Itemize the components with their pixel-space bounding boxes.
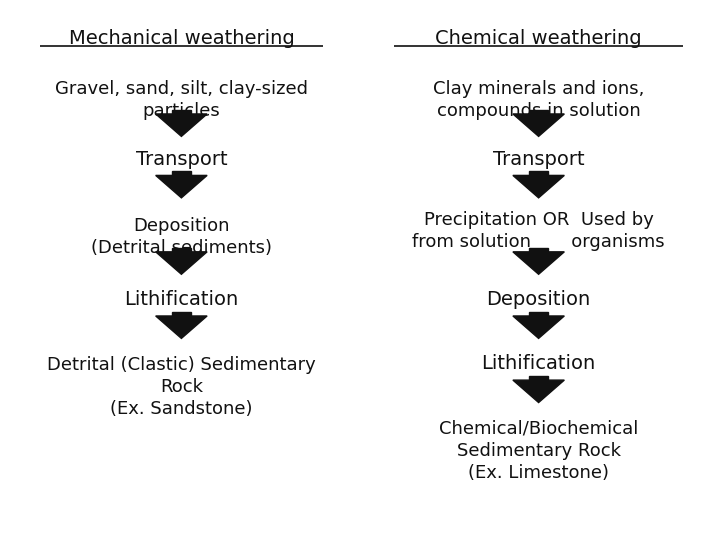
Text: Chemical/Biochemical
Sedimentary Rock
(Ex. Limestone): Chemical/Biochemical Sedimentary Rock (E… [439,420,639,482]
Text: Clay minerals and ions,
compounds in solution: Clay minerals and ions, compounds in sol… [433,80,644,120]
Polygon shape [156,114,207,137]
Text: Lithification: Lithification [125,291,238,309]
Text: Deposition: Deposition [487,291,590,309]
Polygon shape [156,176,207,198]
Polygon shape [529,376,548,380]
Text: Lithification: Lithification [482,354,595,374]
Text: Transport: Transport [492,150,585,168]
Polygon shape [529,247,548,252]
Text: Mechanical weathering: Mechanical weathering [68,30,294,49]
Polygon shape [513,380,564,402]
Polygon shape [529,171,548,176]
Text: Gravel, sand, silt, clay-sized
particles: Gravel, sand, silt, clay-sized particles [55,80,308,120]
Text: Deposition
(Detrital sediments): Deposition (Detrital sediments) [91,217,272,256]
Polygon shape [513,316,564,339]
Text: Precipitation OR  Used by
from solution       organisms: Precipitation OR Used by from solution o… [413,211,665,252]
Polygon shape [529,312,548,316]
Polygon shape [513,114,564,137]
Polygon shape [513,252,564,274]
Polygon shape [156,316,207,339]
Polygon shape [172,171,191,176]
Polygon shape [529,110,548,114]
Polygon shape [172,110,191,114]
Text: Detrital (Clastic) Sedimentary
Rock
(Ex. Sandstone): Detrital (Clastic) Sedimentary Rock (Ex.… [47,355,316,418]
Polygon shape [172,312,191,316]
Text: Chemical weathering: Chemical weathering [436,30,642,49]
Polygon shape [513,176,564,198]
Text: Transport: Transport [135,150,228,168]
Polygon shape [172,247,191,252]
Polygon shape [156,252,207,274]
